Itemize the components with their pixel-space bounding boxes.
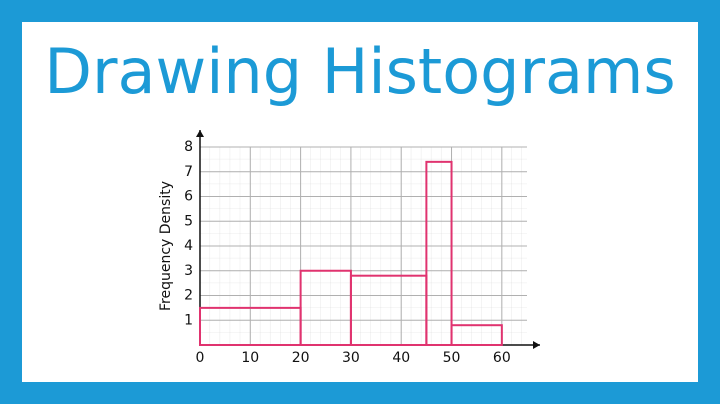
plot: 0 10 20 30 40 50 60 1 2 3 4 5 6 7 8 (184, 130, 540, 366)
y-tick-label: 7 (184, 164, 193, 180)
x-tick-label: 10 (241, 350, 259, 366)
y-tick-label: 5 (184, 213, 193, 229)
bar (425, 160, 453, 346)
x-tick-label: 60 (493, 350, 511, 366)
x-tick-label: 30 (342, 350, 360, 366)
x-tick-label: 0 (196, 350, 205, 366)
x-tick-label: 20 (292, 350, 310, 366)
y-axis-arrow (196, 130, 204, 137)
y-axis-label: Frequency Density (158, 181, 174, 311)
x-tick-label: 40 (392, 350, 410, 366)
chart-title: Drawing Histograms (44, 35, 675, 108)
y-tick-label: 8 (184, 139, 193, 155)
x-tick-label: 50 (443, 350, 461, 366)
y-tick-label: 6 (184, 189, 193, 205)
y-tick-label: 1 (184, 312, 193, 328)
y-tick-label: 3 (184, 263, 193, 279)
bar (450, 324, 503, 347)
y-tick-label: 2 (184, 288, 193, 304)
y-tick-label: 4 (184, 238, 193, 254)
x-axis-arrow (533, 341, 540, 349)
